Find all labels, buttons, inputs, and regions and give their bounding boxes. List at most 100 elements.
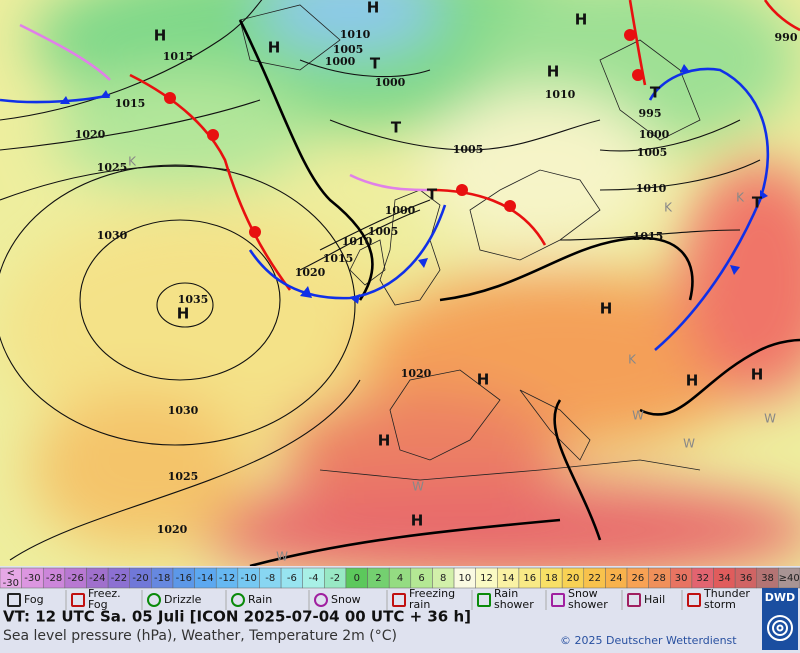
scale-label: -30 [24, 573, 40, 584]
scale-label: -12 [219, 573, 235, 584]
legend-label: Fog [24, 593, 44, 606]
map-area: 1010100510001015101510201025103010351000… [0, 0, 800, 566]
weather-legend: Fog Freez.Fog Drizzle Rain Snow FreezingrainR… [7, 587, 750, 611]
scale-label: 8 [440, 573, 446, 584]
high-pressure: H [367, 0, 380, 17]
legend-label: Rain [494, 587, 518, 600]
low-pressure: T [752, 194, 763, 212]
weather-letter: W [412, 480, 424, 494]
warm-front-symbols [164, 29, 644, 238]
legend-label: Fog [88, 598, 108, 611]
legend-label: Thunder [703, 587, 750, 600]
legend-label: Freezing [409, 587, 455, 600]
legend-label: shower [568, 598, 608, 611]
scale-label: -16 [176, 573, 192, 584]
isobar-label: 1010 [342, 235, 373, 248]
scale-label: < [7, 568, 15, 579]
isobar-label: 1030 [97, 229, 128, 242]
isobar-label: 1005 [368, 225, 399, 238]
scale-label: -10 [240, 573, 256, 584]
isobar-label: 1020 [157, 523, 188, 536]
valid-time: VT: 12 UTC Sa. 05 Juli [ICON 2025-07-04 … [3, 608, 471, 626]
scale-label: 20 [567, 573, 580, 584]
isobar-label: 1015 [115, 97, 146, 110]
isobar-label: 1005 [637, 146, 668, 159]
scale-label: 34 [718, 573, 731, 584]
description: Sea level pressure (hPa), Weather, Tempe… [3, 628, 397, 644]
scale-label: 18 [545, 573, 558, 584]
scale-label: 28 [653, 573, 666, 584]
dwd-logo-swirl [767, 615, 793, 641]
weather-letter: K [128, 155, 137, 169]
legend-label: Hail [644, 593, 665, 606]
scale-label: 38 [761, 573, 774, 584]
high-pressure: H [575, 11, 588, 29]
weather-letter: K [664, 201, 673, 215]
high-pressure: H [686, 372, 699, 390]
scale-label: 22 [588, 573, 601, 584]
legend-icon [147, 593, 161, 607]
legend-label: Snow [331, 593, 361, 606]
scale-label: ≥40 [779, 573, 800, 584]
scale-label: 32 [696, 573, 709, 584]
isobar-label: 1000 [375, 76, 406, 89]
scale-label: -30 [3, 578, 19, 589]
coastlines [239, 4, 701, 481]
high-pressure: H [154, 27, 167, 45]
high-pressure: H [177, 305, 190, 323]
scale-label: 12 [480, 573, 493, 584]
low-pressure: T [391, 119, 402, 137]
legend-label: Drizzle [164, 593, 202, 606]
scale-label: -6 [287, 573, 297, 584]
isobar-label: 1010 [636, 182, 667, 195]
legend-icon [71, 593, 85, 607]
isobar-label: 1025 [97, 161, 128, 174]
legend-label: Rain [248, 593, 272, 606]
isobar-label: 1005 [453, 143, 484, 156]
isobar-label: 1010 [545, 88, 576, 101]
scale-label: -18 [154, 573, 170, 584]
high-pressure: H [268, 39, 281, 57]
isobars [0, 0, 761, 561]
scale-label: 10 [458, 573, 471, 584]
isobar-label: 1020 [401, 367, 432, 380]
isobar-label: 1015 [633, 230, 664, 243]
isobar-label: 1000 [385, 204, 416, 217]
legend-label: rain [409, 598, 430, 611]
legend-icon [551, 593, 565, 607]
scale-label: -8 [265, 573, 275, 584]
legend-icon [477, 593, 491, 607]
scale-label: 16 [523, 573, 536, 584]
legend-icon [231, 593, 245, 607]
scale-label: 2 [375, 573, 381, 584]
low-pressure: T [650, 84, 661, 102]
legend-icon [687, 593, 701, 607]
legend-icon [314, 593, 328, 607]
high-pressure: H [378, 432, 391, 450]
isobar-label: 1030 [168, 404, 199, 417]
isobar-label: 1035 [178, 293, 209, 306]
weather-letter: W [632, 409, 644, 423]
scale-label: -26 [68, 573, 84, 584]
temperature-scale: <-30 -30 -28 -26 -24 -22 -20 -18 -16 -14 -12 -10 -8-… [0, 567, 800, 589]
weather-letter: W [764, 412, 776, 426]
scale-label: -14 [197, 573, 213, 584]
legend-label: Freez. [88, 587, 121, 600]
isobar-label: 1015 [163, 50, 194, 63]
weather-letter: K [736, 191, 745, 205]
scale-label: 36 [740, 573, 753, 584]
legend-label: Snow [568, 587, 598, 600]
weather-letter: W [276, 550, 288, 564]
scale-label: 24 [610, 573, 623, 584]
isobar-label: 1010 [340, 28, 371, 41]
scale-label: 14 [502, 573, 515, 584]
legend-label: shower [494, 598, 534, 611]
copyright: © 2025 Deutscher Wetterdienst [560, 634, 737, 647]
high-pressure: H [411, 512, 424, 530]
legend-icon [7, 593, 21, 607]
low-pressure: T [427, 186, 438, 204]
isobar-label: 1015 [323, 252, 354, 265]
high-pressure: H [600, 300, 613, 318]
